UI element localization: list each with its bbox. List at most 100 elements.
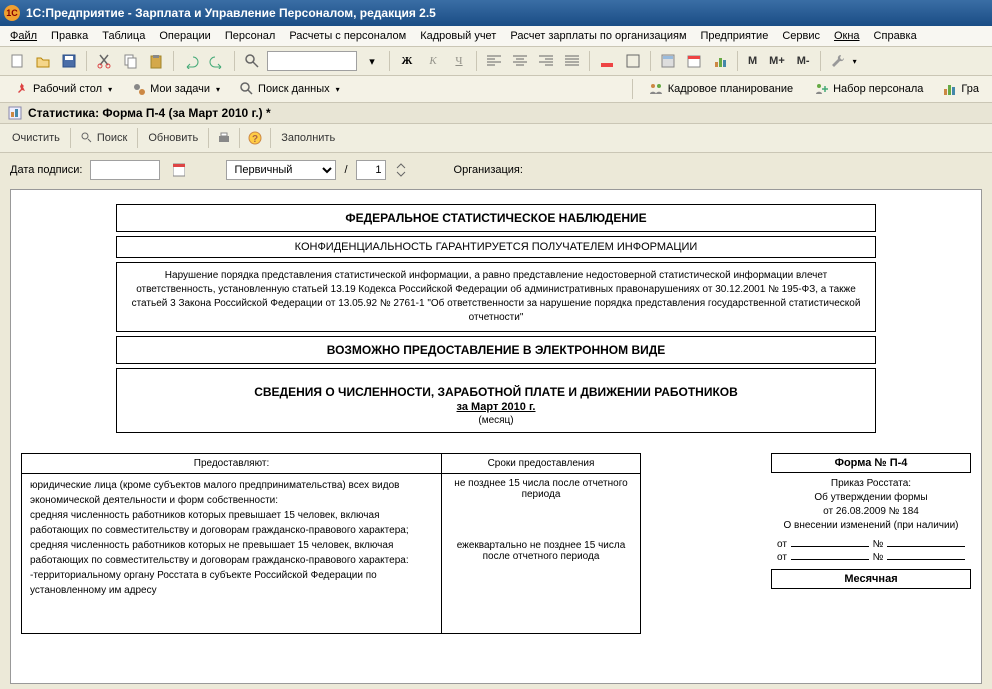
- slash-label: /: [344, 164, 347, 176]
- separator: [270, 128, 271, 148]
- italic-icon[interactable]: К: [422, 50, 444, 72]
- my-tasks-button[interactable]: Мои задачи ▾: [125, 79, 227, 99]
- app-icon: 1C: [4, 5, 20, 21]
- fill-button[interactable]: Заполнить: [275, 130, 341, 146]
- periodicity: Месячная: [771, 569, 971, 589]
- calc-icon[interactable]: [657, 50, 679, 72]
- form-params: Дата подписи: Первичный / Организация:: [0, 153, 992, 187]
- hr-planning-label: Кадровое планирование: [668, 83, 793, 95]
- align-right-icon[interactable]: [535, 50, 557, 72]
- report-title: СВЕДЕНИЯ О ЧИСЛЕННОСТИ, ЗАРАБОТНОЙ ПЛАТЕ…: [123, 385, 869, 399]
- separator: [632, 79, 633, 99]
- save-icon[interactable]: [58, 50, 80, 72]
- separator: [208, 128, 209, 148]
- hr-planning-button[interactable]: Кадровое планирование: [641, 79, 800, 99]
- memory-mminus[interactable]: M-: [793, 55, 814, 67]
- svg-text:?: ?: [252, 134, 258, 145]
- graph-label: Гра: [961, 83, 979, 95]
- help-icon[interactable]: ?: [244, 127, 266, 149]
- document-toolbar: Очистить Поиск Обновить ? Заполнить: [0, 124, 992, 153]
- calendar-picker-icon[interactable]: [168, 159, 190, 181]
- calendar-icon[interactable]: [683, 50, 705, 72]
- document-icon: [8, 106, 22, 120]
- desktop-button[interactable]: Рабочий стол ▾: [6, 79, 119, 99]
- cut-icon[interactable]: [93, 50, 115, 72]
- submission-table: Предоставляют: Сроки предоставления юрид…: [21, 453, 641, 634]
- open-icon[interactable]: [32, 50, 54, 72]
- align-center-icon[interactable]: [509, 50, 531, 72]
- font-icon[interactable]: Ж: [396, 50, 418, 72]
- header-box-1: ФЕДЕРАЛЬНОЕ СТАТИСТИЧЕСКОЕ НАБЛЮДЕНИЕ: [116, 204, 876, 232]
- header-box-3: ВОЗМОЖНО ПРЕДОСТАВЛЕНИЕ В ЭЛЕКТРОННОМ ВИ…: [116, 336, 876, 364]
- menu-payroll[interactable]: Расчет зарплаты по организациям: [504, 28, 692, 44]
- border-icon[interactable]: [622, 50, 644, 72]
- separator: [389, 51, 390, 71]
- search-input[interactable]: [267, 51, 357, 71]
- menu-personnel[interactable]: Персонал: [219, 28, 282, 44]
- main-toolbar: ▾ Ж К Ч M M+ M- ▾: [0, 47, 992, 76]
- chevron-down-icon: ▾: [216, 85, 220, 94]
- chevron-down-icon: ▾: [336, 85, 340, 94]
- report-period: за Март 2010 г.: [123, 401, 869, 413]
- paste-icon[interactable]: [145, 50, 167, 72]
- my-tasks-label: Мои задачи: [150, 83, 210, 95]
- clear-button[interactable]: Очистить: [6, 130, 66, 146]
- search-data-button[interactable]: Поиск данных ▾: [233, 79, 347, 99]
- form-info-box: Форма № П-4 Приказ Росстата: Об утвержде…: [771, 453, 971, 634]
- dropdown-icon[interactable]: ▾: [853, 57, 857, 66]
- menu-service[interactable]: Сервис: [776, 28, 826, 44]
- titlebar: 1C 1С:Предприятие - Зарплата и Управлени…: [0, 0, 992, 26]
- document-title-bar: Статистика: Форма П-4 (за Март 2010 г.) …: [0, 103, 992, 124]
- col-deadline: Сроки предоставления: [442, 454, 641, 474]
- recruitment-button[interactable]: Набор персонала: [806, 79, 930, 99]
- search-button[interactable]: Поиск: [75, 130, 133, 146]
- separator: [650, 51, 651, 71]
- memory-m[interactable]: M: [744, 55, 761, 67]
- menu-file[interactable]: Файл: [4, 28, 43, 44]
- type-select[interactable]: Первичный: [226, 160, 336, 180]
- menu-enterprise[interactable]: Предприятие: [695, 28, 775, 44]
- person-plus-icon: [813, 82, 829, 96]
- separator: [820, 51, 821, 71]
- separator: [476, 51, 477, 71]
- refresh-button[interactable]: Обновить: [142, 130, 204, 146]
- page-input[interactable]: [356, 160, 386, 180]
- order-text: Приказ Росстата: Об утверждении формы от…: [771, 473, 971, 537]
- chart-icon[interactable]: [709, 50, 731, 72]
- form-number: Форма № П-4: [771, 453, 971, 473]
- menu-windows[interactable]: Окна: [828, 28, 866, 44]
- memory-mplus[interactable]: M+: [765, 55, 789, 67]
- recruitment-label: Набор персонала: [833, 83, 923, 95]
- separator: [737, 51, 738, 71]
- menu-help[interactable]: Справка: [868, 28, 923, 44]
- new-icon[interactable]: [6, 50, 28, 72]
- pin-icon: [13, 82, 29, 96]
- graph-button[interactable]: Гра: [936, 79, 986, 99]
- menu-table[interactable]: Таблица: [96, 28, 151, 44]
- separator: [70, 128, 71, 148]
- menu-calc[interactable]: Расчеты с персоналом: [283, 28, 412, 44]
- separator: [137, 128, 138, 148]
- undo-icon[interactable]: [180, 50, 202, 72]
- redo-icon[interactable]: [206, 50, 228, 72]
- search-icon[interactable]: [241, 50, 263, 72]
- search-data-label: Поиск данных: [258, 83, 330, 95]
- separator: [239, 128, 240, 148]
- print-icon[interactable]: [213, 127, 235, 149]
- copy-icon[interactable]: [119, 50, 141, 72]
- underline-icon[interactable]: Ч: [448, 50, 470, 72]
- menubar: Файл Правка Таблица Операции Персонал Ра…: [0, 26, 992, 47]
- color-icon[interactable]: [596, 50, 618, 72]
- date-input[interactable]: [90, 160, 160, 180]
- search-icon: [240, 82, 254, 96]
- menu-operations[interactable]: Операции: [153, 28, 216, 44]
- align-left-icon[interactable]: [483, 50, 505, 72]
- separator: [589, 51, 590, 71]
- menu-edit[interactable]: Правка: [45, 28, 94, 44]
- align-justify-icon[interactable]: [561, 50, 583, 72]
- wrench-icon[interactable]: [827, 50, 849, 72]
- spinner-icon[interactable]: [394, 159, 408, 181]
- search-dropdown-icon[interactable]: ▾: [361, 50, 383, 72]
- menu-hr[interactable]: Кадровый учет: [414, 28, 502, 44]
- report-period-note: (месяц): [123, 415, 869, 426]
